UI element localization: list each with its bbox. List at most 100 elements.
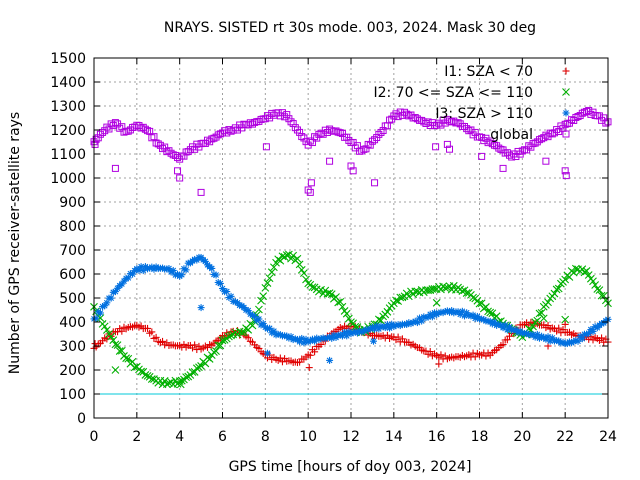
- series-3-point: [345, 136, 353, 144]
- series-2-point: [208, 264, 216, 272]
- series-1-point: [552, 285, 561, 294]
- series-1-point: [469, 293, 477, 302]
- series-3-point: [105, 125, 113, 133]
- series-3-point: [535, 136, 543, 144]
- series-1-points: [90, 250, 612, 389]
- series-1-point: [259, 292, 268, 301]
- series-3-outlier: [446, 145, 454, 153]
- series-3-point: [366, 141, 374, 149]
- series-1-point: [569, 268, 578, 277]
- series-3-point: [572, 113, 580, 121]
- series-3-point: [368, 137, 376, 145]
- series-1-point: [561, 275, 570, 284]
- series-3-point: [390, 112, 398, 120]
- legend-label-3: global: [490, 127, 533, 143]
- series-1-point: [278, 252, 287, 261]
- series-0-point: [555, 324, 563, 332]
- series-1-point: [257, 296, 265, 305]
- series-1-outlier: [176, 380, 185, 389]
- series-3-outlier: [174, 167, 182, 175]
- data-points: [90, 106, 612, 389]
- chart-title: NRAYS. SISTED rt 30s mode. 003, 2024. Ma…: [164, 20, 536, 36]
- series-0-outlier: [305, 364, 313, 372]
- series-3-outlier: [562, 172, 570, 180]
- series-1-point: [107, 332, 116, 341]
- series-3-point: [296, 128, 304, 136]
- series-2-point: [546, 337, 554, 345]
- series-1-point: [218, 336, 227, 345]
- series-1-point: [338, 302, 347, 311]
- series-1-point: [374, 315, 383, 324]
- series-1-point: [308, 283, 317, 291]
- series-2-points: [90, 253, 612, 364]
- series-2-outlier: [326, 356, 334, 364]
- series-0-point: [148, 328, 156, 336]
- series-0-point: [152, 333, 160, 341]
- series-3-point: [600, 114, 608, 122]
- y-tick-label: 700: [59, 243, 86, 259]
- series-3-point: [454, 119, 462, 127]
- x-tick-label: 24: [599, 429, 617, 445]
- series-3-outlier: [478, 152, 486, 160]
- series-3-point: [287, 118, 295, 126]
- series-1-point: [100, 322, 109, 331]
- series-2-outlier: [369, 337, 377, 345]
- series-0-point: [118, 327, 126, 335]
- series-3-point: [101, 127, 109, 135]
- series-3-point: [141, 125, 149, 133]
- series-3-point: [518, 147, 526, 155]
- series-1-outlier: [539, 314, 548, 323]
- series-1-point: [396, 293, 405, 302]
- series-1-point: [137, 367, 146, 376]
- legend: I1: SZA < 70 I2: 70 <= SZA <= 110 I3: SZA …: [373, 64, 570, 143]
- series-1-point: [141, 371, 150, 379]
- series-1-point: [102, 326, 111, 334]
- series-3-point: [561, 120, 569, 128]
- series-1-point: [289, 251, 298, 260]
- series-1-point: [210, 348, 218, 357]
- series-3-outlier: [197, 188, 205, 196]
- series-3-outlier: [304, 186, 312, 194]
- series-1-point: [426, 286, 435, 295]
- series-0-point: [311, 348, 319, 356]
- series-3-point: [424, 118, 432, 126]
- series-1-point: [182, 373, 190, 381]
- series-3-points: [90, 106, 612, 196]
- y-tick-label: 1300: [50, 99, 86, 115]
- series-1-point: [165, 379, 173, 387]
- series-3-point: [358, 147, 366, 155]
- series-3-point: [585, 106, 593, 114]
- series-3-point: [488, 140, 496, 148]
- series-1-point: [267, 268, 276, 277]
- series-3-outlier: [347, 162, 355, 170]
- series-3-outlier: [326, 157, 334, 165]
- series-1-point: [220, 335, 229, 344]
- series-2-point: [182, 266, 190, 274]
- series-3-point: [152, 139, 160, 147]
- series-3-point: [371, 136, 379, 144]
- series-1-point: [462, 289, 471, 297]
- x-tick-label: 8: [261, 429, 270, 445]
- series-3-point: [379, 127, 387, 135]
- series-1-point: [482, 303, 490, 311]
- series-1-point: [441, 284, 450, 292]
- series-1-point: [593, 285, 602, 293]
- series-0-point: [191, 341, 199, 349]
- series-3-point: [118, 123, 126, 131]
- series-1-point: [424, 286, 432, 295]
- x-tick-label: 2: [132, 429, 141, 445]
- series-3-point: [437, 121, 445, 129]
- series-1-point: [404, 292, 413, 301]
- series-3-point: [278, 109, 286, 117]
- series-3-point: [467, 126, 475, 134]
- series-3-outlier: [432, 143, 440, 151]
- series-0-point: [544, 322, 552, 330]
- series-2-point: [96, 309, 104, 317]
- series-1-outlier: [432, 298, 441, 307]
- series-1-point: [392, 296, 400, 305]
- series-3-outlier: [499, 164, 507, 172]
- series-3-point: [471, 128, 479, 136]
- x-tick-label: 4: [175, 429, 184, 445]
- series-3-point: [495, 144, 503, 152]
